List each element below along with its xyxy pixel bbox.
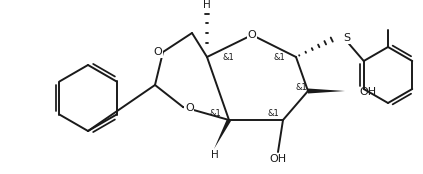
Text: OH: OH xyxy=(269,154,286,164)
Text: OH: OH xyxy=(359,87,376,97)
Text: O: O xyxy=(247,30,256,40)
Text: &1: &1 xyxy=(209,109,221,117)
Text: &1: &1 xyxy=(222,53,234,62)
Text: H: H xyxy=(203,0,211,10)
Text: S: S xyxy=(343,33,350,43)
Text: &1: &1 xyxy=(268,109,280,117)
Text: &1: &1 xyxy=(296,84,308,93)
Text: O: O xyxy=(153,47,162,57)
Polygon shape xyxy=(214,119,231,149)
Polygon shape xyxy=(308,89,345,93)
Text: H: H xyxy=(211,150,219,160)
Text: O: O xyxy=(185,103,194,113)
Text: &1: &1 xyxy=(273,53,285,61)
